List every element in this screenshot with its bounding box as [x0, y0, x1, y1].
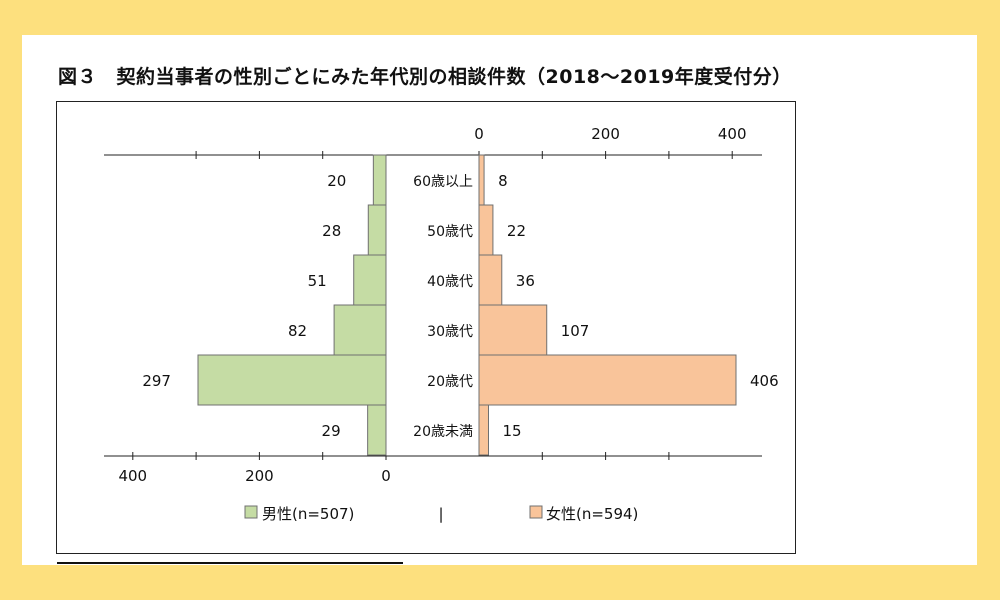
category-label: 30歳代 [427, 324, 473, 340]
male-value-label: 82 [288, 322, 307, 340]
male-bar [372, 154, 387, 206]
male-value-label: 51 [308, 272, 327, 290]
top-axis-tick-label: 200 [591, 125, 620, 143]
female-bar [478, 154, 485, 206]
bottom-axis-tick-label: 400 [118, 467, 147, 485]
female-value-label: 406 [750, 372, 779, 390]
legend-label-female: 女性(n=594) [546, 505, 638, 523]
bottom-axis-tick-label: 200 [245, 467, 274, 485]
male-value-label: 29 [322, 422, 341, 440]
male-value-label: 28 [322, 222, 341, 240]
female-value-label: 107 [561, 322, 590, 340]
female-bar [478, 354, 737, 406]
female-value-label: 15 [502, 422, 521, 440]
chart-frame [56, 101, 796, 554]
male-bar [353, 254, 387, 306]
category-label: 50歳代 [427, 224, 473, 240]
female-bar [478, 304, 548, 356]
legend-swatch-male [244, 505, 258, 519]
top-axis-tick-label: 400 [718, 125, 747, 143]
female-bar [478, 204, 494, 256]
male-value-label: 297 [142, 372, 171, 390]
category-label: 40歳代 [427, 274, 473, 290]
chart-title: 図３ 契約当事者の性別ごとにみた年代別の相談件数（2018〜2019年度受付分） [58, 66, 792, 88]
female-bar [478, 404, 489, 456]
legend-swatch-female [529, 505, 543, 519]
female-value-label: 22 [507, 222, 526, 240]
male-value-label: 20 [327, 172, 346, 190]
male-bar [367, 204, 387, 256]
male-bar [197, 354, 387, 406]
female-value-label: 36 [516, 272, 535, 290]
female-value-label: 8 [498, 172, 508, 190]
footer-rule [57, 562, 403, 564]
male-bar [367, 404, 387, 456]
legend-label-male: 男性(n=507) [262, 505, 354, 523]
category-label: 60歳以上 [413, 174, 473, 190]
male-bar [333, 304, 387, 356]
category-label: 20歳未満 [413, 424, 473, 440]
top-axis-tick-label: 0 [474, 125, 484, 143]
category-label: 20歳代 [427, 374, 473, 390]
female-bar [478, 254, 503, 306]
legend-separator: | [438, 505, 443, 523]
bottom-axis-tick-label: 0 [381, 467, 391, 485]
